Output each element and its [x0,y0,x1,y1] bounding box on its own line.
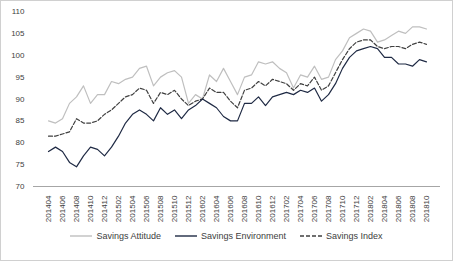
svg-text:75: 75 [16,160,25,169]
svg-text:70: 70 [16,182,25,191]
svg-text:80: 80 [16,138,25,147]
svg-text:201502: 201502 [114,195,123,222]
svg-text:105: 105 [11,29,25,38]
html-text:Savings Attitude: Savings Attitude [96,231,161,241]
svg-text:201410: 201410 [86,195,95,222]
svg-text:201712: 201712 [352,195,361,222]
svg-text:201504: 201504 [128,195,137,222]
svg-text:201610: 201610 [254,195,263,222]
svg-text:201404: 201404 [44,195,53,222]
svg-text:201702: 201702 [282,195,291,222]
svg-text:201406: 201406 [58,195,67,222]
svg-text:201602: 201602 [198,195,207,222]
html-text:Savings Environment: Savings Environment [201,231,286,241]
svg-text:95: 95 [16,73,25,82]
svg-text:201412: 201412 [100,195,109,222]
svg-text:100: 100 [11,51,25,60]
svg-text:201808: 201808 [408,195,417,222]
svg-text:201604: 201604 [212,195,221,222]
svg-text:201612: 201612 [268,195,277,222]
svg-text:110: 110 [12,7,25,16]
svg-text:201606: 201606 [226,195,235,222]
svg-text:201506: 201506 [142,195,151,222]
svg-text:201802: 201802 [366,195,375,222]
svg-text:201806: 201806 [394,195,403,222]
svg-text:201804: 201804 [380,195,389,222]
svg-text:201706: 201706 [310,195,319,222]
html-text:Savings Index: Savings Index [326,231,383,241]
svg-text:201608: 201608 [240,195,249,222]
svg-text:201512: 201512 [184,195,193,222]
svg-text:201704: 201704 [296,195,305,222]
svg-text:201510: 201510 [170,195,179,222]
svg-text:201710: 201710 [338,195,347,222]
svg-text:201508: 201508 [156,195,165,222]
svg-text:201810: 201810 [422,195,431,222]
svg-text:85: 85 [16,116,25,125]
svg-text:90: 90 [16,95,25,104]
svg-text:201708: 201708 [324,195,333,222]
svg-text:201408: 201408 [72,195,81,222]
